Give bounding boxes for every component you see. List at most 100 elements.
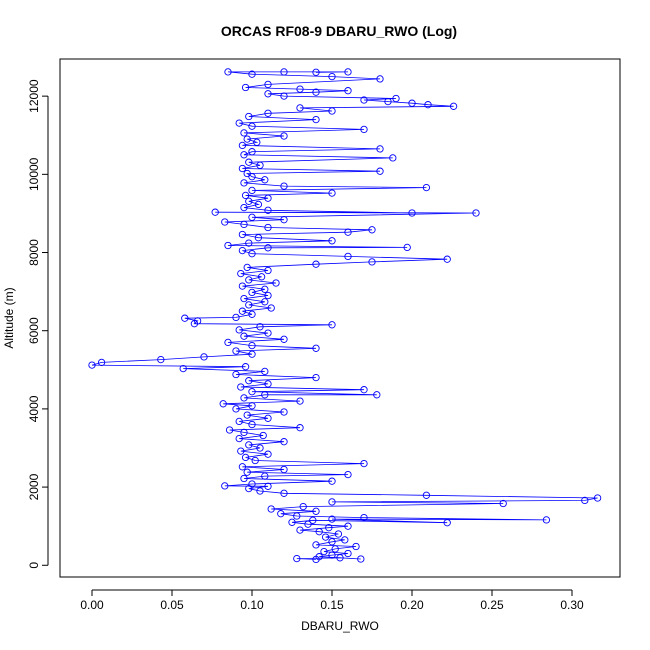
data-point	[344, 68, 352, 76]
data-point	[368, 226, 376, 234]
data-point	[256, 323, 264, 331]
data-point	[241, 191, 250, 200]
x-tick-label: 0.30	[560, 598, 584, 612]
x-tick-label: 0.00	[80, 598, 104, 612]
data-point	[243, 135, 251, 143]
data-point	[264, 244, 272, 252]
data-point	[245, 377, 253, 385]
data-point	[296, 104, 304, 112]
data-point	[240, 394, 248, 402]
data-point	[245, 441, 253, 449]
data-point	[240, 179, 248, 187]
plot-marks	[88, 68, 602, 564]
data-point	[224, 68, 232, 76]
data-point	[256, 487, 264, 495]
y-tick-label: 8000	[27, 239, 41, 266]
data-point	[235, 326, 243, 334]
data-point	[360, 513, 368, 522]
data-point	[267, 505, 275, 513]
data-point	[368, 258, 376, 266]
data-point	[352, 542, 360, 551]
data-point	[328, 498, 336, 506]
x-axis: 0.00 0.05 0.10 0.15 0.20 0.25 0.30	[80, 589, 584, 612]
data-point	[193, 317, 202, 325]
data-point	[264, 206, 272, 214]
data-point	[449, 102, 458, 110]
data-point	[264, 109, 272, 117]
data-point	[264, 329, 272, 337]
data-point	[248, 213, 256, 221]
y-tick-label: 2000	[27, 473, 41, 500]
data-point	[542, 516, 551, 524]
data-point	[328, 237, 336, 245]
data-point	[248, 341, 256, 350]
plot-frame	[59, 58, 621, 578]
data-point	[245, 158, 253, 166]
data-point	[253, 138, 261, 146]
data-point	[344, 252, 352, 261]
chart-title: ORCAS RF08-9 DBARU_RWO (Log)	[221, 23, 457, 39]
data-point	[299, 502, 307, 511]
data-point	[389, 154, 397, 162]
data-point	[237, 447, 245, 455]
data-point	[357, 555, 365, 563]
data-point	[312, 344, 320, 352]
data-point	[373, 391, 381, 399]
data-point	[315, 553, 323, 561]
data-point	[344, 522, 352, 530]
data-point	[328, 538, 336, 546]
data-point	[325, 524, 333, 532]
data-point	[243, 169, 251, 178]
data-point	[376, 75, 384, 83]
data-point	[240, 294, 248, 303]
data-point	[277, 510, 285, 518]
data-point	[331, 545, 339, 553]
data-point	[179, 364, 187, 373]
data-point	[238, 307, 247, 315]
data-point	[237, 269, 245, 278]
data-point	[235, 434, 243, 443]
data-point	[264, 450, 272, 458]
x-axis-label: DBARU_RWO	[301, 619, 379, 633]
data-point	[408, 209, 416, 217]
data-point	[240, 203, 248, 212]
data-point	[264, 90, 272, 98]
data-point	[256, 161, 264, 169]
x-tick-label: 0.10	[240, 598, 264, 612]
data-point	[248, 388, 256, 396]
data-point	[219, 400, 227, 408]
data-point	[225, 426, 234, 434]
data-point	[328, 72, 336, 81]
data-point	[328, 551, 336, 559]
data-point	[245, 239, 253, 247]
data-point	[251, 456, 259, 465]
data-point	[384, 97, 392, 106]
data-point	[360, 386, 368, 394]
data-point	[408, 99, 416, 107]
data-point	[235, 417, 243, 426]
data-point	[280, 465, 288, 474]
data-point	[240, 428, 248, 437]
data-point	[499, 499, 507, 508]
data-point	[344, 470, 352, 479]
data-point	[238, 230, 247, 239]
data-point	[238, 282, 247, 290]
data-point	[241, 453, 250, 462]
data-point	[312, 68, 320, 76]
data-point	[232, 347, 240, 355]
data-point	[261, 367, 269, 376]
data-point	[312, 373, 320, 382]
data-point	[248, 186, 256, 195]
data-point	[328, 515, 336, 523]
data-point	[280, 408, 288, 416]
data-point	[422, 183, 431, 192]
data-point	[328, 321, 336, 329]
data-point	[259, 431, 267, 440]
data-point	[296, 85, 304, 93]
data-point	[312, 88, 320, 96]
y-tick-label: 0	[27, 562, 41, 569]
data-point	[472, 209, 480, 217]
data-point	[264, 223, 272, 232]
data-point	[280, 438, 288, 446]
